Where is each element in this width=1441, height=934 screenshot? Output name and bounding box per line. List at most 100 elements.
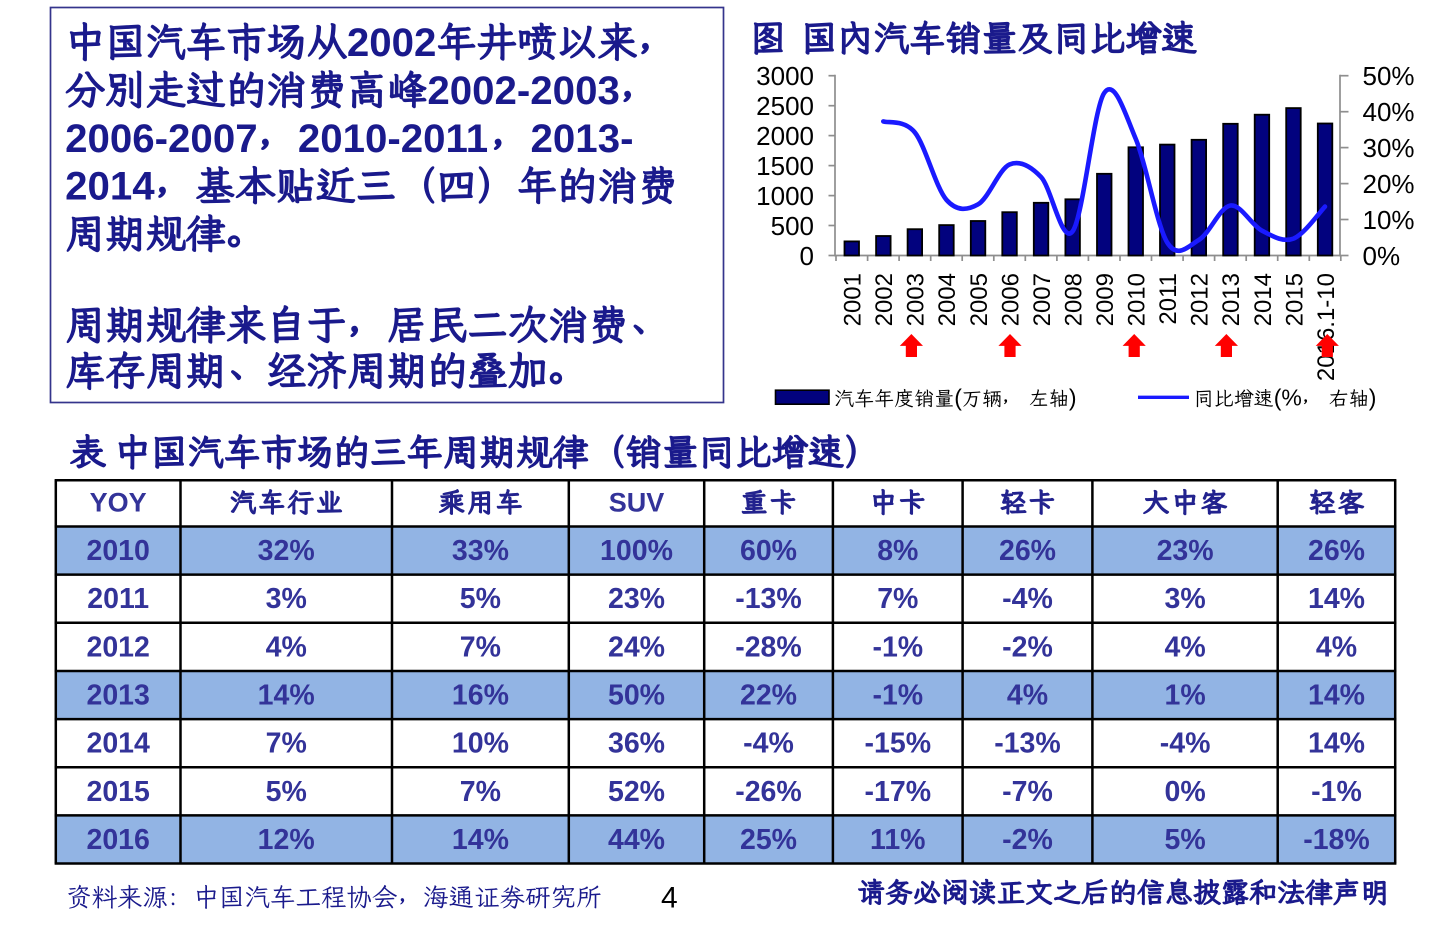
svg-text:3%: 3% (266, 583, 307, 615)
svg-text:-4%: -4% (1002, 583, 1053, 615)
svg-text:2008: 2008 (1060, 273, 1087, 326)
svg-text:14%: 14% (1308, 680, 1365, 712)
svg-text:2009: 2009 (1092, 273, 1119, 326)
svg-text:4%: 4% (1007, 680, 1048, 712)
svg-text:2500: 2500 (756, 91, 814, 121)
svg-text:2012: 2012 (1187, 273, 1214, 326)
svg-text:2014: 2014 (86, 728, 150, 760)
svg-text:26%: 26% (1308, 535, 1365, 567)
svg-text:60%: 60% (740, 535, 797, 567)
svg-text:4%: 4% (1316, 631, 1357, 663)
svg-text:YOY: YOY (90, 488, 147, 518)
svg-text:2006: 2006 (997, 273, 1024, 326)
svg-text:-4%: -4% (743, 728, 794, 760)
svg-text:1%: 1% (1164, 680, 1205, 712)
svg-text:5%: 5% (460, 583, 501, 615)
svg-text:2002-2003: 2002-2003 (427, 68, 619, 113)
svg-text:2014: 2014 (1250, 273, 1277, 326)
svg-text:2007: 2007 (1029, 273, 1056, 326)
svg-text:10%: 10% (1363, 205, 1415, 235)
svg-text:5%: 5% (1164, 824, 1205, 856)
svg-text:50%: 50% (1363, 61, 1415, 91)
svg-text:2004: 2004 (934, 273, 961, 326)
svg-text:3%: 3% (1164, 583, 1205, 615)
svg-text:14%: 14% (1308, 583, 1365, 615)
svg-text:20%: 20% (1363, 169, 1415, 199)
svg-text:2012: 2012 (86, 631, 149, 663)
svg-text:-26%: -26% (735, 776, 802, 808)
svg-text:-2%: -2% (1002, 631, 1053, 663)
svg-text:4: 4 (661, 882, 678, 915)
svg-text:24%: 24% (608, 631, 665, 663)
svg-text:4%: 4% (266, 631, 307, 663)
svg-text:2016: 2016 (86, 824, 149, 856)
svg-text:25%: 25% (740, 824, 797, 856)
svg-text:2015: 2015 (86, 776, 150, 808)
svg-text:2011: 2011 (1155, 273, 1182, 325)
svg-text:7%: 7% (460, 776, 501, 808)
svg-text:(%: (% (1274, 384, 1302, 410)
svg-text:40%: 40% (1363, 97, 1415, 127)
svg-text:2016.1-10: 2016.1-10 (1313, 273, 1340, 381)
svg-text:32%: 32% (258, 535, 315, 567)
svg-text:50%: 50% (608, 680, 665, 712)
svg-text:2015: 2015 (1281, 273, 1308, 326)
svg-text:2002: 2002 (871, 273, 898, 326)
svg-text:-1%: -1% (872, 631, 923, 663)
svg-text:-7%: -7% (1002, 776, 1053, 808)
svg-text:14%: 14% (258, 680, 315, 712)
svg-text:2010: 2010 (1124, 273, 1151, 326)
svg-text:7%: 7% (877, 583, 918, 615)
svg-text:1000: 1000 (756, 181, 814, 211)
svg-text:0%: 0% (1363, 241, 1401, 271)
svg-text:2002: 2002 (347, 20, 437, 65)
svg-text:2001: 2001 (840, 273, 867, 326)
svg-text:): ) (1369, 384, 1377, 410)
svg-text:2013: 2013 (1218, 273, 1245, 326)
svg-text:10%: 10% (452, 728, 509, 760)
svg-text:14%: 14% (1308, 728, 1365, 760)
svg-text:23%: 23% (608, 583, 665, 615)
svg-text:-13%: -13% (735, 583, 802, 615)
svg-text:11%: 11% (870, 824, 925, 856)
svg-text:12%: 12% (258, 824, 315, 856)
svg-text:-1%: -1% (872, 680, 923, 712)
svg-text:26%: 26% (999, 535, 1056, 567)
svg-text:-4%: -4% (1160, 728, 1211, 760)
svg-text:2005: 2005 (966, 273, 993, 326)
svg-text:2006-2007: 2006-2007 (65, 116, 258, 161)
svg-text:36%: 36% (608, 728, 665, 760)
svg-text:2000: 2000 (756, 121, 814, 151)
svg-text:16%: 16% (452, 680, 509, 712)
svg-text:2011: 2011 (87, 583, 149, 615)
svg-text:30%: 30% (1363, 133, 1415, 163)
svg-text:-15%: -15% (865, 728, 932, 760)
svg-text:-17%: -17% (865, 776, 932, 808)
svg-text:23%: 23% (1157, 535, 1214, 567)
svg-text:33%: 33% (452, 535, 509, 567)
svg-text:2013-: 2013- (531, 116, 634, 161)
svg-text:8%: 8% (877, 535, 918, 567)
svg-text:7%: 7% (460, 631, 501, 663)
svg-text:SUV: SUV (609, 488, 665, 518)
svg-text:100%: 100% (600, 535, 673, 567)
svg-text:14%: 14% (452, 824, 509, 856)
svg-text:-28%: -28% (735, 631, 802, 663)
svg-text:2010-2011: 2010-2011 (298, 116, 488, 161)
svg-text:2014: 2014 (65, 164, 155, 209)
svg-text:3000: 3000 (756, 61, 814, 91)
svg-text:44%: 44% (608, 824, 665, 856)
svg-text:0: 0 (800, 241, 814, 271)
svg-text:-2%: -2% (1002, 824, 1053, 856)
svg-text:-18%: -18% (1303, 824, 1370, 856)
svg-text:2010: 2010 (86, 535, 149, 567)
svg-text:(: ( (954, 384, 962, 410)
svg-text:0%: 0% (1164, 776, 1205, 808)
svg-text:): ) (1069, 384, 1077, 410)
svg-text:1500: 1500 (756, 151, 814, 181)
svg-text:7%: 7% (266, 728, 307, 760)
svg-text:52%: 52% (608, 776, 665, 808)
svg-text:2003: 2003 (903, 273, 930, 326)
svg-text:2013: 2013 (86, 680, 149, 712)
svg-text:-1%: -1% (1311, 776, 1362, 808)
